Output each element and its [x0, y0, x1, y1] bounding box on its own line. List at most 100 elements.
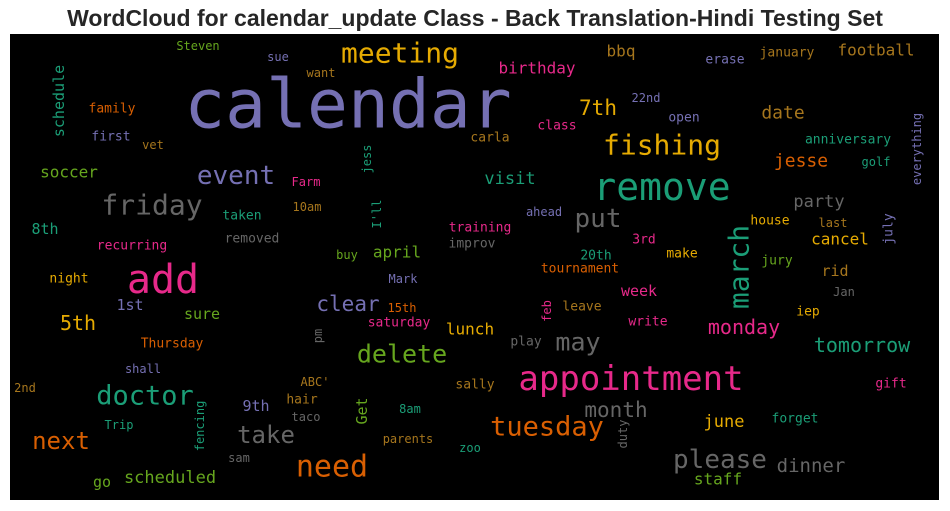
word-86: leave — [562, 300, 601, 315]
word-93: play — [510, 335, 541, 350]
word-104: Trip — [105, 418, 134, 432]
word-2: add — [127, 257, 199, 303]
word-73: removed — [225, 232, 280, 247]
word-66: 10am — [293, 200, 322, 214]
word-85: 15th — [388, 301, 417, 315]
wordcloud: calendar remove add appointment meeting fishi… — [10, 34, 939, 500]
word-13: please — [673, 445, 767, 475]
word-21: monday — [708, 315, 780, 339]
word-103: forget — [772, 412, 819, 427]
word-79: make — [666, 247, 697, 262]
word-7: friday — [101, 189, 202, 222]
word-57: carla — [470, 131, 509, 146]
word-72: july — [882, 213, 897, 244]
word-30: cancel — [811, 230, 869, 249]
word-48: Steven — [176, 39, 219, 53]
word-32: birthday — [498, 59, 575, 78]
word-40: rid — [821, 262, 848, 280]
word-68: ahead — [526, 205, 562, 219]
word-19: month — [584, 398, 647, 422]
word-46: go — [93, 473, 111, 491]
word-8: march — [723, 225, 756, 309]
word-1: remove — [593, 165, 730, 209]
word-22: tomorrow — [814, 333, 911, 357]
word-89: write — [628, 315, 667, 330]
word-29: scheduled — [124, 468, 216, 488]
word-52: january — [760, 46, 815, 61]
word-38: april — [373, 243, 421, 262]
word-61: anniversary — [805, 133, 891, 148]
word-62: golf — [862, 155, 891, 169]
word-69: training — [449, 221, 512, 236]
word-55: open — [668, 111, 699, 126]
word-24: 5th — [60, 311, 96, 335]
word-87: feb — [540, 300, 554, 322]
word-25: date — [761, 103, 804, 124]
word-12: delete — [357, 340, 447, 369]
word-33: bbq — [607, 42, 636, 61]
word-101: taco — [292, 410, 321, 424]
word-105: duty — [616, 420, 630, 449]
word-59: vet — [142, 138, 164, 152]
word-91: pm — [311, 329, 325, 343]
word-5: fishing — [603, 129, 721, 162]
word-77: buy — [336, 248, 358, 262]
word-0: calendar — [184, 66, 512, 145]
word-94: shall — [125, 362, 161, 376]
word-9: doctor — [96, 381, 194, 412]
word-54: 22nd — [632, 91, 661, 105]
wordcloud-background — [10, 34, 939, 500]
word-88: saturday — [368, 316, 431, 331]
word-76: recurring — [97, 239, 167, 254]
word-64: Farm — [292, 175, 321, 189]
word-90: iep — [796, 305, 820, 320]
word-10: tuesday — [490, 412, 604, 443]
word-71: last — [819, 216, 848, 230]
word-96: ABC' — [301, 375, 330, 389]
word-74: improv — [449, 237, 496, 252]
word-106: parents — [383, 432, 434, 446]
word-37: lunch — [446, 320, 494, 339]
word-53: family — [89, 102, 136, 117]
word-99: fencing — [193, 401, 207, 452]
word-108: sam — [228, 451, 250, 465]
word-60: jess — [360, 145, 374, 174]
word-18: 7th — [579, 96, 617, 120]
word-95: 2nd — [14, 381, 36, 395]
word-42: staff — [694, 470, 742, 489]
word-17: next — [32, 427, 90, 455]
word-45: 9th — [242, 397, 269, 415]
word-14: put — [575, 204, 622, 234]
word-107: zoo — [459, 441, 481, 455]
word-39: week — [621, 282, 657, 300]
word-35: soccer — [40, 163, 98, 182]
word-36: schedule — [50, 65, 68, 137]
word-63: everything — [910, 113, 924, 185]
word-43: 8th — [31, 220, 58, 238]
word-34: football — [837, 41, 914, 60]
word-26: jesse — [774, 151, 828, 172]
word-83: night — [49, 272, 88, 287]
word-51: erase — [705, 53, 744, 68]
word-16: take — [237, 421, 295, 449]
word-75: 3rd — [632, 233, 655, 248]
word-4: meeting — [341, 37, 459, 70]
word-47: Get — [353, 397, 371, 424]
word-44: 1st — [116, 296, 143, 314]
word-102: 8am — [399, 402, 421, 416]
word-56: first — [91, 130, 130, 145]
word-65: I'll — [370, 200, 384, 229]
word-group: calendar remove add appointment meeting fishi… — [14, 37, 924, 492]
word-49: sue — [267, 50, 289, 64]
word-82: tournament — [541, 262, 619, 277]
chart-title: WordCloud for calendar_update Class - Ba… — [67, 5, 883, 31]
word-58: class — [537, 119, 576, 134]
word-50: want — [307, 66, 336, 80]
word-6: need — [296, 450, 368, 485]
word-92: Thursday — [141, 337, 204, 352]
word-67: taken — [222, 209, 261, 224]
word-70: house — [750, 214, 789, 229]
word-80: jury — [761, 254, 792, 269]
word-98: gift — [875, 377, 906, 392]
word-100: hair — [286, 393, 317, 408]
